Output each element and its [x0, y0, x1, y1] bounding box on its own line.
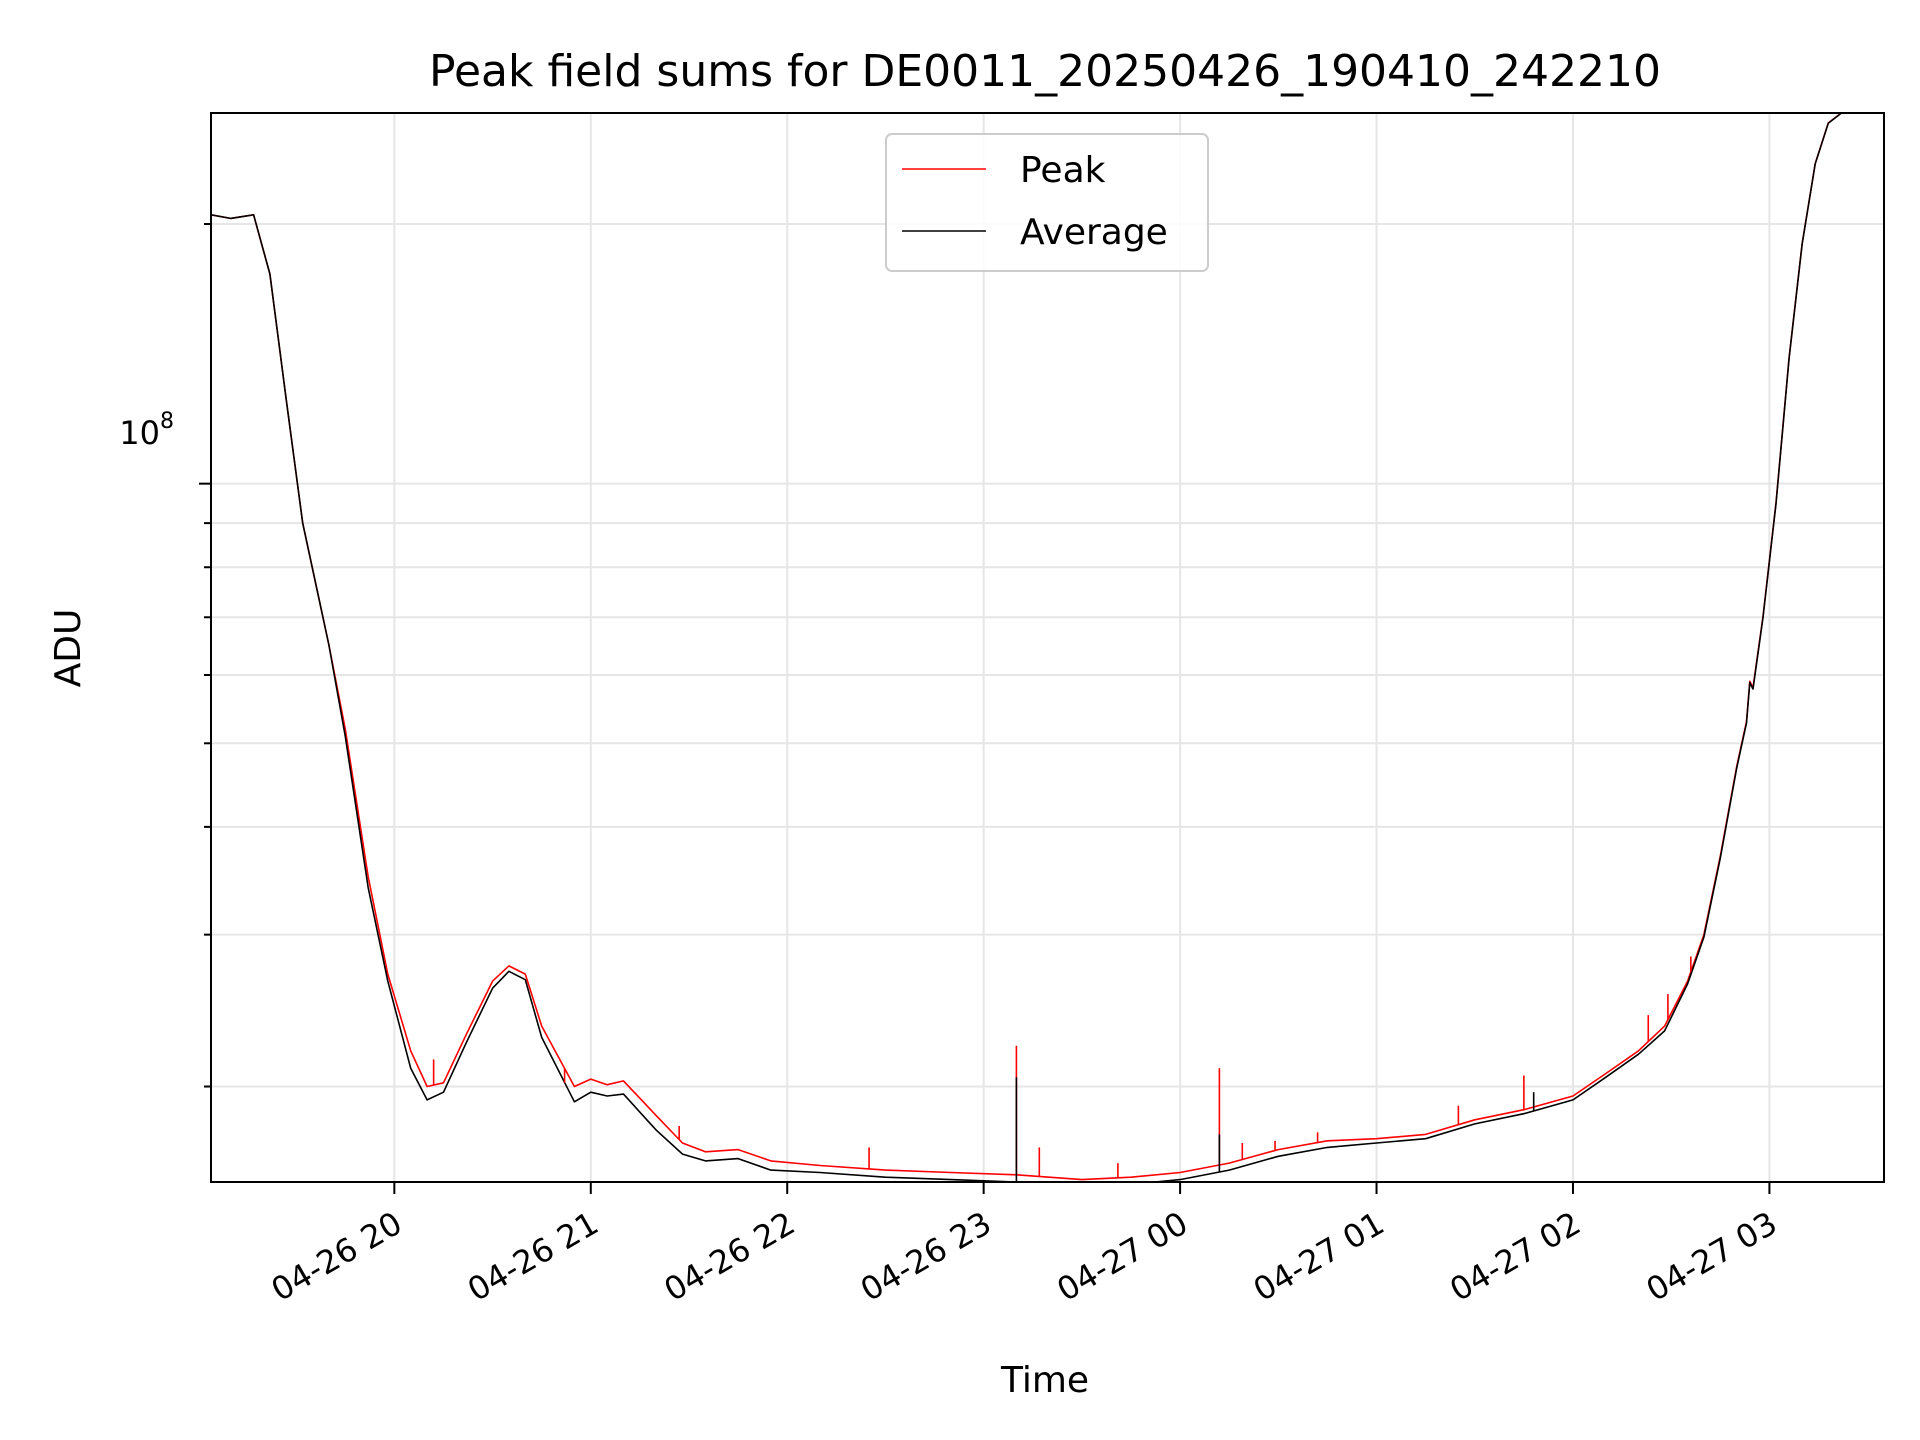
y-axis [199, 223, 211, 1088]
chart-title: Peak field sums for DE0011_20250426_1904… [429, 46, 1661, 97]
legend: Peak Average [885, 133, 1209, 272]
plot-frame [210, 112, 1885, 1183]
y-tick-label-1e8: 108 [119, 409, 174, 452]
series-layer [211, 113, 1842, 1182]
y-axis-label: ADU [48, 609, 89, 688]
x-axis-label: Time [1000, 1360, 1089, 1401]
svg-text:108: 108 [119, 409, 174, 452]
grid-lines [211, 113, 1884, 1182]
series-line-average [211, 113, 1842, 1182]
legend-label-average: Average [1020, 212, 1168, 253]
legend-label-peak: Peak [1020, 150, 1106, 191]
y-tick-exponent: 8 [160, 409, 174, 434]
y-tick-base: 10 [119, 414, 160, 452]
